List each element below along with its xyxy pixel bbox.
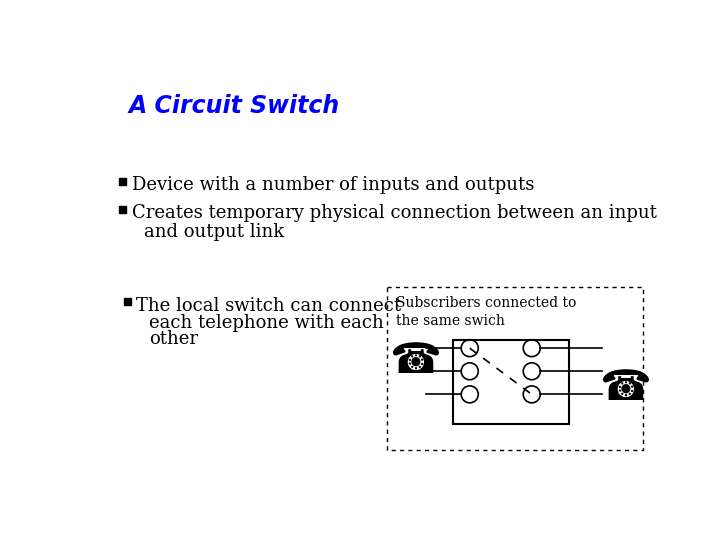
Text: and output link: and output link [144, 222, 284, 241]
Text: ☎: ☎ [390, 340, 441, 382]
Bar [453, 340, 569, 423]
Text: Subscribers connected to: Subscribers connected to [396, 296, 577, 310]
Text: ☎: ☎ [599, 367, 651, 409]
Text: A Circuit Switch: A Circuit Switch [129, 94, 340, 118]
Text: each telephone with each: each telephone with each [149, 314, 384, 332]
Text: The local switch can connect: The local switch can connect [137, 296, 402, 315]
Text: Creates temporary physical connection between an input: Creates temporary physical connection be… [132, 204, 657, 222]
Text: Device with a number of inputs and outputs: Device with a number of inputs and outpu… [132, 177, 534, 194]
Bar [119, 178, 126, 185]
Text: the same swich: the same swich [396, 314, 505, 327]
Bar [387, 287, 642, 450]
Bar [119, 206, 126, 213]
Text: other: other [149, 330, 198, 348]
Bar [124, 299, 131, 306]
